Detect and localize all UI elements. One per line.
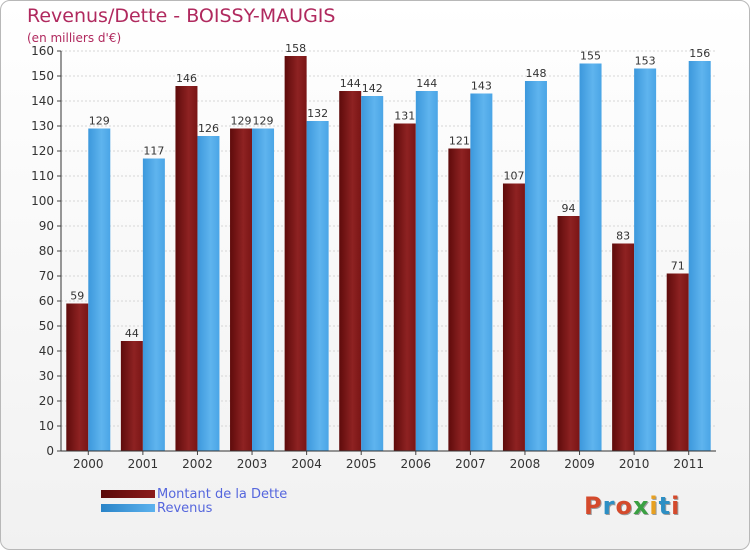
bar-revenue: [634, 68, 657, 451]
y-tick-label: 20: [39, 394, 54, 408]
y-tick-label: 0: [46, 444, 54, 458]
data-label-revenue: 156: [689, 47, 710, 60]
data-label-revenue: 129: [89, 115, 110, 128]
bar-revenue: [688, 61, 711, 451]
bar-debt: [393, 123, 416, 451]
logo-letter: P: [584, 492, 603, 520]
chart-title: Revenus/Dette - BOISSY-MAUGIS: [27, 5, 336, 27]
data-label-debt: 44: [125, 327, 139, 340]
bar-debt: [66, 303, 89, 451]
bar-revenue: [415, 91, 438, 451]
legend-item-debt: Montant de la Dette: [101, 486, 288, 502]
x-tick-label: 2003: [237, 457, 268, 471]
bar-debt: [502, 183, 525, 451]
y-tick-label: 90: [39, 219, 54, 233]
logo-letter: o: [615, 492, 633, 520]
data-label-debt: 144: [340, 77, 361, 90]
y-tick-label: 160: [31, 44, 54, 58]
x-tick-label: 2009: [564, 457, 595, 471]
data-label-debt: 83: [616, 230, 630, 243]
x-tick-label: 2000: [73, 457, 104, 471]
legend-label-debt: Montant de la Dette: [157, 486, 288, 502]
y-tick-label: 100: [31, 194, 54, 208]
y-tick-label: 60: [39, 294, 54, 308]
data-label-debt: 107: [503, 170, 524, 183]
y-tick-label: 130: [31, 119, 54, 133]
data-label-debt: 121: [449, 135, 470, 148]
legend: Montant de la Dette Revenus: [101, 486, 288, 516]
logo-letter: x: [632, 492, 650, 520]
x-tick-label: 2011: [673, 457, 704, 471]
data-label-revenue: 155: [580, 50, 601, 63]
data-label-revenue: 132: [307, 107, 328, 120]
data-label-debt: 71: [671, 260, 685, 273]
data-label-revenue: 126: [198, 122, 219, 135]
bar-revenue: [252, 128, 275, 451]
chart-subtitle: (en milliers d'€): [27, 31, 122, 45]
bar-debt: [339, 91, 362, 451]
data-label-revenue: 148: [525, 67, 546, 80]
y-tick-label: 150: [31, 69, 54, 83]
data-label-revenue: 143: [471, 80, 492, 93]
bar-debt: [120, 341, 143, 451]
logo-letter: i: [649, 492, 659, 520]
bar-debt: [175, 86, 198, 451]
data-label-debt: 131: [394, 110, 415, 123]
data-label-debt: 129: [231, 115, 252, 128]
legend-swatch-debt: [101, 490, 155, 498]
legend-label-revenue: Revenus: [157, 500, 213, 516]
x-tick-label: 2008: [510, 457, 541, 471]
y-tick-label: 10: [39, 419, 54, 433]
legend-swatch-revenue: [101, 504, 155, 512]
data-label-revenue: 129: [253, 115, 274, 128]
bar-revenue: [470, 93, 493, 451]
logo-letter: i: [671, 492, 681, 520]
bar-revenue: [306, 121, 329, 451]
bar-revenue: [197, 136, 220, 451]
y-tick-label: 110: [31, 169, 54, 183]
bar-debt: [666, 273, 689, 451]
x-tick-label: 2006: [401, 457, 432, 471]
data-label-revenue: 144: [416, 77, 437, 90]
y-tick-label: 40: [39, 344, 54, 358]
data-label-debt: 59: [70, 290, 84, 303]
bar-revenue: [361, 96, 384, 451]
x-tick-label: 2007: [455, 457, 486, 471]
bar-revenue: [88, 128, 111, 451]
logo-letter: t: [658, 492, 672, 520]
y-tick-label: 140: [31, 94, 54, 108]
y-tick-label: 70: [39, 269, 54, 283]
x-tick-label: 2002: [182, 457, 213, 471]
data-label-revenue: 142: [362, 82, 383, 95]
bar-debt: [230, 128, 253, 451]
bar-debt: [612, 243, 635, 451]
bar-debt: [557, 216, 580, 451]
y-tick-label: 80: [39, 244, 54, 258]
data-label-revenue: 117: [143, 145, 164, 158]
bar-debt: [448, 148, 471, 451]
bar-debt: [284, 56, 307, 451]
proxiti-logo: Proxiti: [584, 492, 680, 520]
y-tick-label: 50: [39, 319, 54, 333]
data-label-debt: 158: [285, 42, 306, 55]
logo-letter: r: [602, 492, 616, 520]
data-label-debt: 94: [562, 202, 576, 215]
x-tick-label: 2004: [291, 457, 322, 471]
bar-revenue: [524, 81, 547, 451]
x-tick-label: 2001: [128, 457, 159, 471]
y-tick-label: 120: [31, 144, 54, 158]
bar-revenue: [579, 63, 602, 451]
legend-item-revenue: Revenus: [101, 500, 287, 516]
x-tick-label: 2010: [619, 457, 650, 471]
bar-revenue: [142, 158, 165, 451]
data-label-debt: 146: [176, 72, 197, 85]
data-label-revenue: 153: [635, 55, 656, 68]
x-tick-label: 2005: [346, 457, 377, 471]
y-tick-label: 30: [39, 369, 54, 383]
